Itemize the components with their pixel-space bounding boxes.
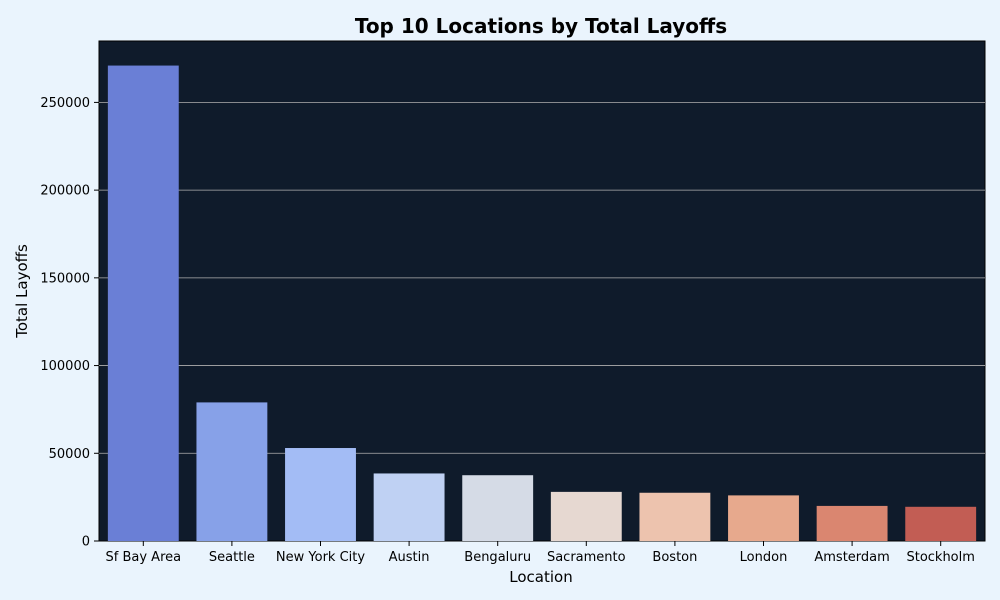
bar-sacramento: [550, 491, 622, 541]
bar-seattle: [196, 402, 268, 541]
y-tick-label: 100000: [40, 359, 90, 374]
x-tick-label: Sf Bay Area: [106, 550, 182, 565]
y-tick-label: 0: [82, 535, 90, 550]
y-tick-label: 250000: [40, 96, 90, 111]
y-tick-label: 200000: [40, 184, 90, 199]
bar-sf-bay-area: [107, 65, 179, 541]
y-tick-label: 150000: [40, 271, 90, 286]
x-tick-label: Austin: [389, 550, 430, 565]
y-tick-label: 50000: [49, 447, 90, 462]
y-axis: 0 50000 100000 150000 200000 250000: [40, 96, 99, 550]
x-tick-label: Boston: [652, 550, 697, 565]
x-tick-label: Stockholm: [906, 550, 974, 565]
bar-austin: [373, 473, 445, 541]
bars: [107, 65, 977, 541]
y-axis-label: Total Layoffs: [13, 244, 31, 339]
chart-title: Top 10 Locations by Total Layoffs: [355, 14, 727, 38]
bar-amsterdam: [816, 505, 888, 541]
x-tick-label: Seattle: [209, 550, 255, 565]
x-tick-label: Bengaluru: [464, 550, 531, 565]
x-tick-label: Sacramento: [547, 550, 626, 565]
bar-stockholm: [905, 506, 977, 541]
x-axis-label: Location: [509, 568, 572, 586]
bar-new-york-city: [285, 448, 356, 541]
x-tick-label: Amsterdam: [814, 550, 889, 565]
bar-bengaluru: [462, 475, 534, 541]
x-tick-label: London: [740, 550, 788, 565]
x-axis: Sf Bay Area Seattle New York City Austin Ben…: [106, 541, 975, 565]
x-tick-label: New York City: [276, 550, 365, 565]
bar-boston: [639, 492, 711, 541]
bar-london: [728, 495, 799, 541]
